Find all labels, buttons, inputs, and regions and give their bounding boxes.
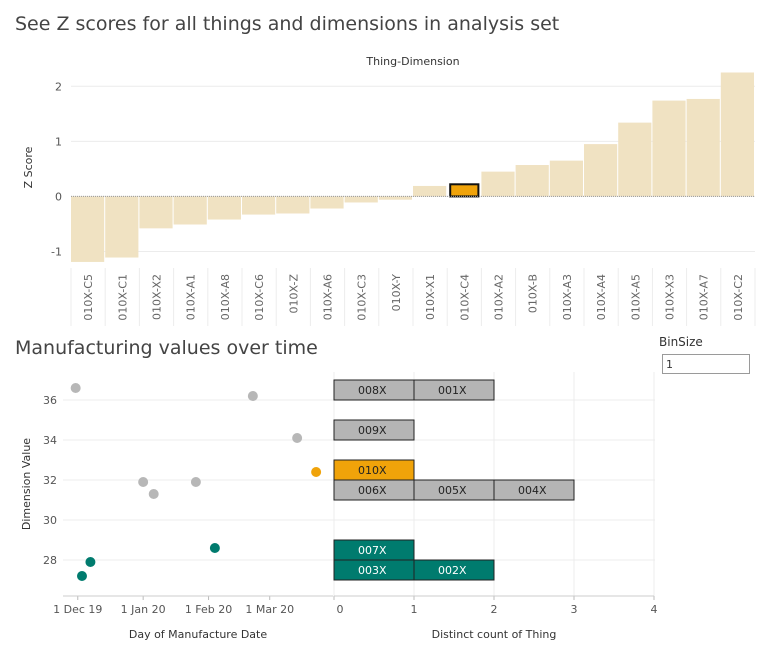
zscore-y-tick-label: 2 bbox=[55, 80, 62, 93]
zscore-chart: -1 0 1 2 Thing-Dimension Z Score 010X-C5 010X-C… bbox=[22, 55, 756, 326]
scatter-point bbox=[85, 557, 96, 567]
zscore-bar bbox=[413, 185, 447, 197]
zscore-bar bbox=[207, 196, 241, 220]
zscore-y-tick-label: -1 bbox=[51, 245, 62, 258]
hist-x-tick-label: 1 bbox=[411, 603, 418, 616]
zscore-bar bbox=[686, 98, 720, 197]
scatter-point bbox=[292, 433, 303, 443]
zscore-category-label: 010X-C6 bbox=[253, 274, 266, 321]
zscore-category-label: 010X-C5 bbox=[82, 274, 95, 321]
zscore-bar bbox=[618, 122, 652, 197]
zscore-category-label: 010X-A8 bbox=[219, 274, 232, 320]
scatter-y-tick-label: 30 bbox=[43, 514, 57, 527]
zscore-category-label: 010X-X1 bbox=[424, 274, 437, 320]
zscore-bar bbox=[652, 100, 686, 197]
scatter-x-tick-label: 1 Mar 20 bbox=[245, 603, 294, 616]
scatter-x-axis-title: Day of Manufacture Date bbox=[129, 628, 268, 641]
scatter-x-tick-label: 1 Feb 20 bbox=[185, 603, 232, 616]
scatter-point bbox=[190, 477, 201, 487]
scatter-y-tick-label: 32 bbox=[43, 474, 57, 487]
zscore-category-label: 010X-C1 bbox=[116, 274, 129, 321]
zscore-y-tick-label: 1 bbox=[55, 135, 62, 148]
hist-thing-label: 002X bbox=[438, 564, 467, 577]
zscore-bar bbox=[139, 196, 173, 229]
zscore-bar bbox=[276, 196, 310, 214]
zscore-category-label: 010X-Z bbox=[287, 274, 300, 314]
zscore-chart-header: Thing-Dimension bbox=[365, 55, 459, 68]
hist-thing-label: 006X bbox=[358, 484, 387, 497]
hist-x-tick-label: 3 bbox=[571, 603, 578, 616]
zscore-category-label: 010X-A6 bbox=[322, 274, 335, 320]
zscore-category-label: 010X-B bbox=[527, 274, 540, 313]
zscore-category-label: 010X-A7 bbox=[698, 274, 711, 320]
hist-thing-bar bbox=[413, 559, 495, 581]
zscore-category-label: 010X-A3 bbox=[561, 274, 574, 320]
zscore-category-label: 010X-C4 bbox=[458, 274, 471, 321]
manufacturing-chart-title: Manufacturing values over time bbox=[15, 337, 318, 359]
zscore-bar bbox=[173, 196, 207, 225]
distinct-count-histogram: 0 1 2 3 4 Distinct count of Thing 008X 001X 009X… bbox=[333, 372, 658, 641]
scatter-y-tick-label: 34 bbox=[43, 434, 57, 447]
hist-thing-bar bbox=[333, 419, 415, 441]
scatter-point bbox=[70, 383, 81, 393]
zscore-bar bbox=[344, 196, 378, 203]
zscore-bar bbox=[549, 160, 583, 197]
scatter-point bbox=[209, 543, 220, 553]
hist-thing-label: 009X bbox=[358, 424, 387, 437]
zscore-bar bbox=[481, 171, 515, 197]
zscore-bar bbox=[720, 72, 754, 197]
hist-thing-label: 010X bbox=[358, 464, 387, 477]
zscore-bar bbox=[515, 165, 549, 197]
scatter-point bbox=[76, 571, 87, 581]
zscore-category-label: 010X-Y bbox=[390, 274, 403, 312]
hist-x-tick-label: 2 bbox=[491, 603, 498, 616]
hist-thing-label: 008X bbox=[358, 384, 387, 397]
hist-x-axis-title: Distinct count of Thing bbox=[432, 628, 557, 641]
hist-thing-bar bbox=[413, 379, 495, 401]
scatter-y-tick-label: 36 bbox=[43, 394, 57, 407]
zscore-y-tick-label: 0 bbox=[55, 190, 62, 203]
zscore-bar bbox=[242, 196, 276, 215]
scatter-y-tick-label: 28 bbox=[43, 554, 57, 567]
hist-thing-bar bbox=[493, 479, 575, 501]
zscore-category-label: 010X-C2 bbox=[732, 274, 745, 321]
binsize-input[interactable] bbox=[662, 354, 750, 374]
scatter-point bbox=[138, 477, 149, 487]
zscore-category-label: 010X-X3 bbox=[664, 274, 677, 320]
zscore-chart-title: See Z scores for all things and dimensio… bbox=[15, 13, 560, 35]
zscore-category-label: 010X-A4 bbox=[595, 274, 608, 320]
binsize-label: BinSize bbox=[659, 335, 703, 349]
scatter-point bbox=[311, 467, 322, 477]
scatter-point bbox=[247, 391, 258, 401]
scatter-y-axis-title: Dimension Value bbox=[20, 438, 33, 530]
hist-thing-label: 007X bbox=[358, 544, 387, 557]
zscore-bar bbox=[449, 183, 480, 198]
zscore-category-label: 010X-C3 bbox=[356, 274, 369, 321]
hist-thing-label: 005X bbox=[438, 484, 467, 497]
hist-thing-label: 004X bbox=[518, 484, 547, 497]
zscore-bar bbox=[378, 196, 412, 200]
scatter-point bbox=[148, 489, 159, 499]
zscore-bar bbox=[310, 196, 344, 209]
zscore-bar bbox=[71, 196, 105, 262]
hist-thing-label: 001X bbox=[438, 384, 467, 397]
zscore-category-label: 010X-A1 bbox=[185, 274, 198, 320]
scatter-x-tick-label: 1 Jan 20 bbox=[121, 603, 166, 616]
hist-thing-label: 003X bbox=[358, 564, 387, 577]
zscore-category-label: 010X-A5 bbox=[629, 274, 642, 320]
hist-x-tick-label: 4 bbox=[651, 603, 658, 616]
scatter-x-tick-label: 1 Dec 19 bbox=[53, 603, 102, 616]
zscore-category-label: 010X-A2 bbox=[493, 274, 506, 320]
hist-x-tick-label: 0 bbox=[337, 603, 344, 616]
zscore-bar bbox=[105, 196, 139, 258]
zscore-category-label: 010X-X2 bbox=[151, 274, 164, 320]
zscore-y-axis-title: Z Score bbox=[22, 146, 35, 188]
zscore-bar bbox=[584, 144, 618, 197]
